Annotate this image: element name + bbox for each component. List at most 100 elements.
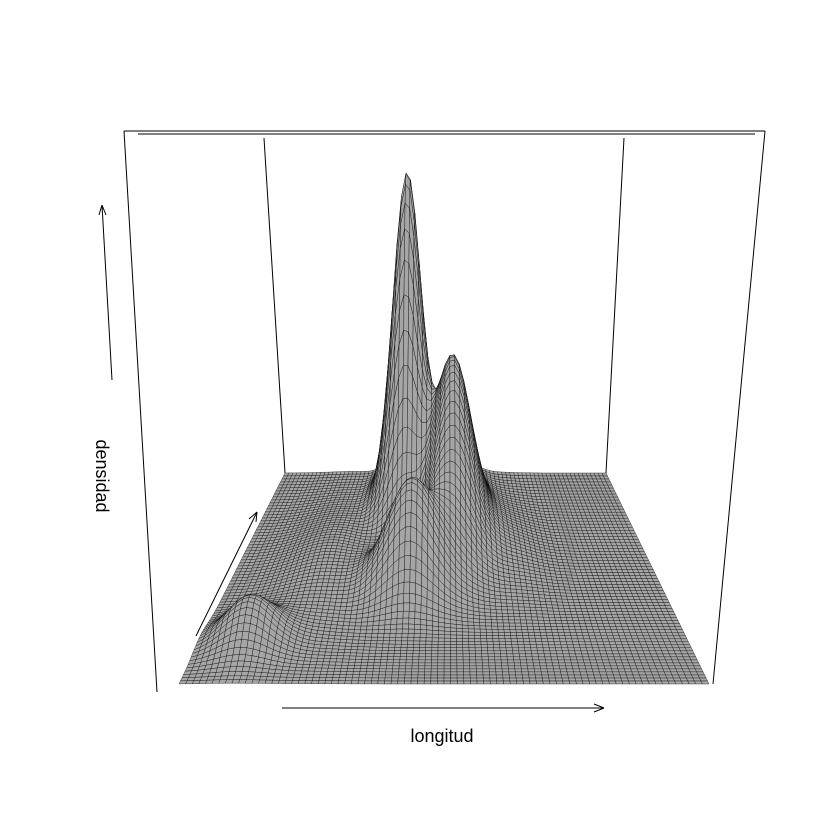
surface-facet	[547, 610, 555, 615]
surface-facet	[567, 647, 575, 651]
surface-facet	[474, 635, 481, 639]
surface-facet	[537, 653, 546, 658]
surface-facet	[544, 594, 551, 599]
surface-facet	[359, 629, 367, 634]
surface-facet	[490, 612, 497, 617]
surface-facet	[389, 628, 397, 634]
surface-facet	[579, 623, 587, 627]
surface-facet	[523, 606, 531, 611]
surface-facet	[599, 632, 608, 636]
surface-facet	[565, 638, 573, 642]
surface-facet	[555, 623, 563, 627]
surface-facet	[487, 644, 494, 648]
surface-facet	[462, 641, 469, 645]
surface-facet	[317, 654, 325, 659]
surface-facet	[369, 539, 376, 543]
surface-facet	[520, 622, 528, 627]
surface-facet	[360, 621, 368, 627]
surface-facet	[295, 597, 303, 602]
surface-facet	[535, 638, 543, 642]
surface-facet	[542, 644, 550, 648]
surface-facet	[368, 653, 376, 657]
surface-facet	[327, 609, 335, 614]
surface-facet	[313, 593, 321, 598]
surface-facet	[578, 641, 586, 645]
surface-facet	[399, 656, 407, 660]
surface-facet	[566, 641, 574, 645]
surface-facet	[324, 651, 332, 656]
surface-facet	[518, 647, 526, 651]
surface-facet	[689, 656, 698, 661]
surface-facet	[587, 629, 595, 633]
surface-facet	[559, 638, 567, 642]
surface-facet	[332, 642, 341, 647]
surface-facet	[403, 569, 411, 583]
surface-facet	[419, 640, 427, 645]
surface-facet	[549, 647, 557, 651]
surface-facet	[589, 617, 597, 621]
surface-facet	[358, 636, 366, 641]
surface-facet	[407, 644, 414, 648]
surface-facet	[538, 623, 546, 627]
surface-facet	[559, 614, 567, 618]
surface-facet	[503, 622, 510, 627]
surface-facet	[320, 586, 328, 591]
surface-facet	[369, 643, 377, 648]
surface-facet	[330, 594, 338, 599]
surface-facet	[367, 659, 375, 663]
surface-facet	[551, 601, 558, 606]
surface-facet	[570, 611, 578, 615]
surface-facet	[517, 603, 525, 608]
surface-facet	[384, 618, 392, 626]
surface-facet	[315, 586, 323, 591]
surface-facet	[413, 637, 421, 642]
surface-facet	[343, 558, 350, 563]
surface-facet	[393, 656, 401, 660]
surface-facet	[492, 641, 500, 645]
surface-facet	[510, 585, 517, 590]
surface-facet	[336, 564, 344, 569]
surface-facet	[528, 600, 536, 605]
surface-facet	[468, 628, 475, 633]
surface-facet	[321, 561, 328, 565]
surface-facet	[345, 606, 353, 611]
surface-facet	[346, 601, 354, 607]
surface-facet	[508, 622, 516, 627]
surface-facet	[320, 564, 328, 569]
surface-facet	[516, 632, 523, 636]
surface-facet	[492, 638, 500, 642]
surface-facet	[543, 650, 551, 654]
surface-facet	[405, 499, 412, 514]
surface-facet	[572, 599, 580, 603]
surface-facet	[511, 641, 519, 645]
surface-facet	[674, 626, 683, 630]
surface-facet	[338, 645, 346, 650]
surface-facet	[531, 653, 539, 658]
surface-facet	[350, 614, 357, 619]
surface-facet	[493, 644, 501, 648]
surface-facet	[588, 656, 597, 661]
surface-facet	[601, 638, 610, 642]
surface-facet	[425, 633, 433, 638]
surface-facet	[314, 590, 322, 595]
surface-facet	[526, 626, 534, 630]
surface-facet	[408, 611, 416, 619]
surface-facet	[329, 627, 337, 633]
surface-facet	[402, 365, 409, 399]
surface-facet	[512, 603, 519, 608]
surface-facet	[323, 601, 331, 606]
surface-facet	[456, 641, 463, 645]
surface-facet	[561, 647, 569, 651]
surface-facet	[468, 635, 475, 639]
surface-facet	[571, 593, 578, 597]
surface-facet	[426, 629, 433, 635]
surface-facet	[333, 554, 341, 559]
back-left-edge	[263, 137, 286, 474]
surface-facet	[456, 650, 464, 654]
surface-facet	[550, 653, 558, 658]
surface-facet	[566, 620, 575, 624]
surface-facet	[360, 625, 368, 631]
surface-facet	[335, 658, 344, 663]
surface-facet	[347, 629, 355, 634]
surface-facet	[612, 635, 621, 639]
